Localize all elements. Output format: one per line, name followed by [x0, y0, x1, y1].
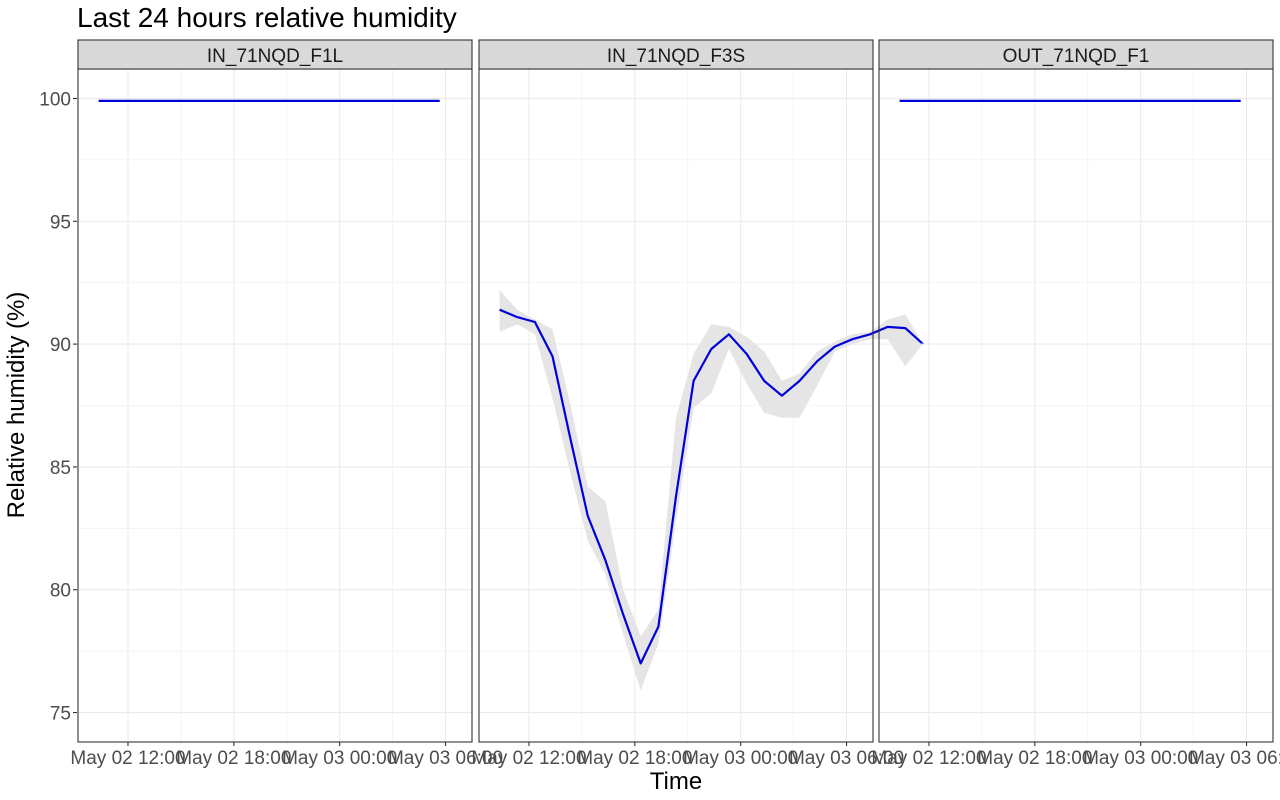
y-axis-label: Relative humidity (%) — [3, 292, 30, 519]
x-tick-label: May 02 18:00 — [977, 748, 1092, 769]
y-tick-label: 85 — [50, 458, 71, 479]
x-tick-label: May 02 12:00 — [871, 748, 986, 769]
x-axis-label: Time — [650, 768, 702, 795]
x-tick-label: May 03 00:00 — [1083, 748, 1198, 769]
facet-strip-label: OUT_71NQD_F1 — [1003, 46, 1150, 67]
series-line — [499, 308, 924, 665]
y-tick-label: 80 — [50, 581, 71, 602]
facet-strip — [478, 39, 874, 70]
y-tick-label: 100 — [39, 89, 71, 110]
y-axis: 75 80 85 90 95 100 — [39, 89, 77, 725]
x-tick-label: May 03 00:00 — [282, 748, 397, 769]
x-tick-label: May 02 12:00 — [70, 748, 185, 769]
x-tick-label: May 03 06:00 — [789, 748, 904, 769]
x-tick-label: May 03 06:00 — [1189, 748, 1280, 769]
facet-strip — [77, 39, 473, 70]
y-tick-label: 75 — [50, 704, 71, 725]
x-tick-label: May 02 12:00 — [471, 748, 586, 769]
y-tick-label: 90 — [50, 335, 71, 356]
x-tick-label: May 02 18:00 — [577, 748, 692, 769]
facet-strip-label: IN_71NQD_F3S — [607, 46, 745, 67]
chart-title: Last 24 hours relative humidity — [77, 2, 457, 33]
x-tick-label: May 03 00:00 — [683, 748, 798, 769]
y-tick-label: 95 — [50, 212, 71, 233]
x-tick-label: May 03 06:00 — [388, 748, 503, 769]
facet-strip-label: IN_71NQD_F1L — [207, 46, 343, 67]
x-tick-label: May 02 18:00 — [176, 748, 291, 769]
facet-strip — [878, 39, 1274, 70]
